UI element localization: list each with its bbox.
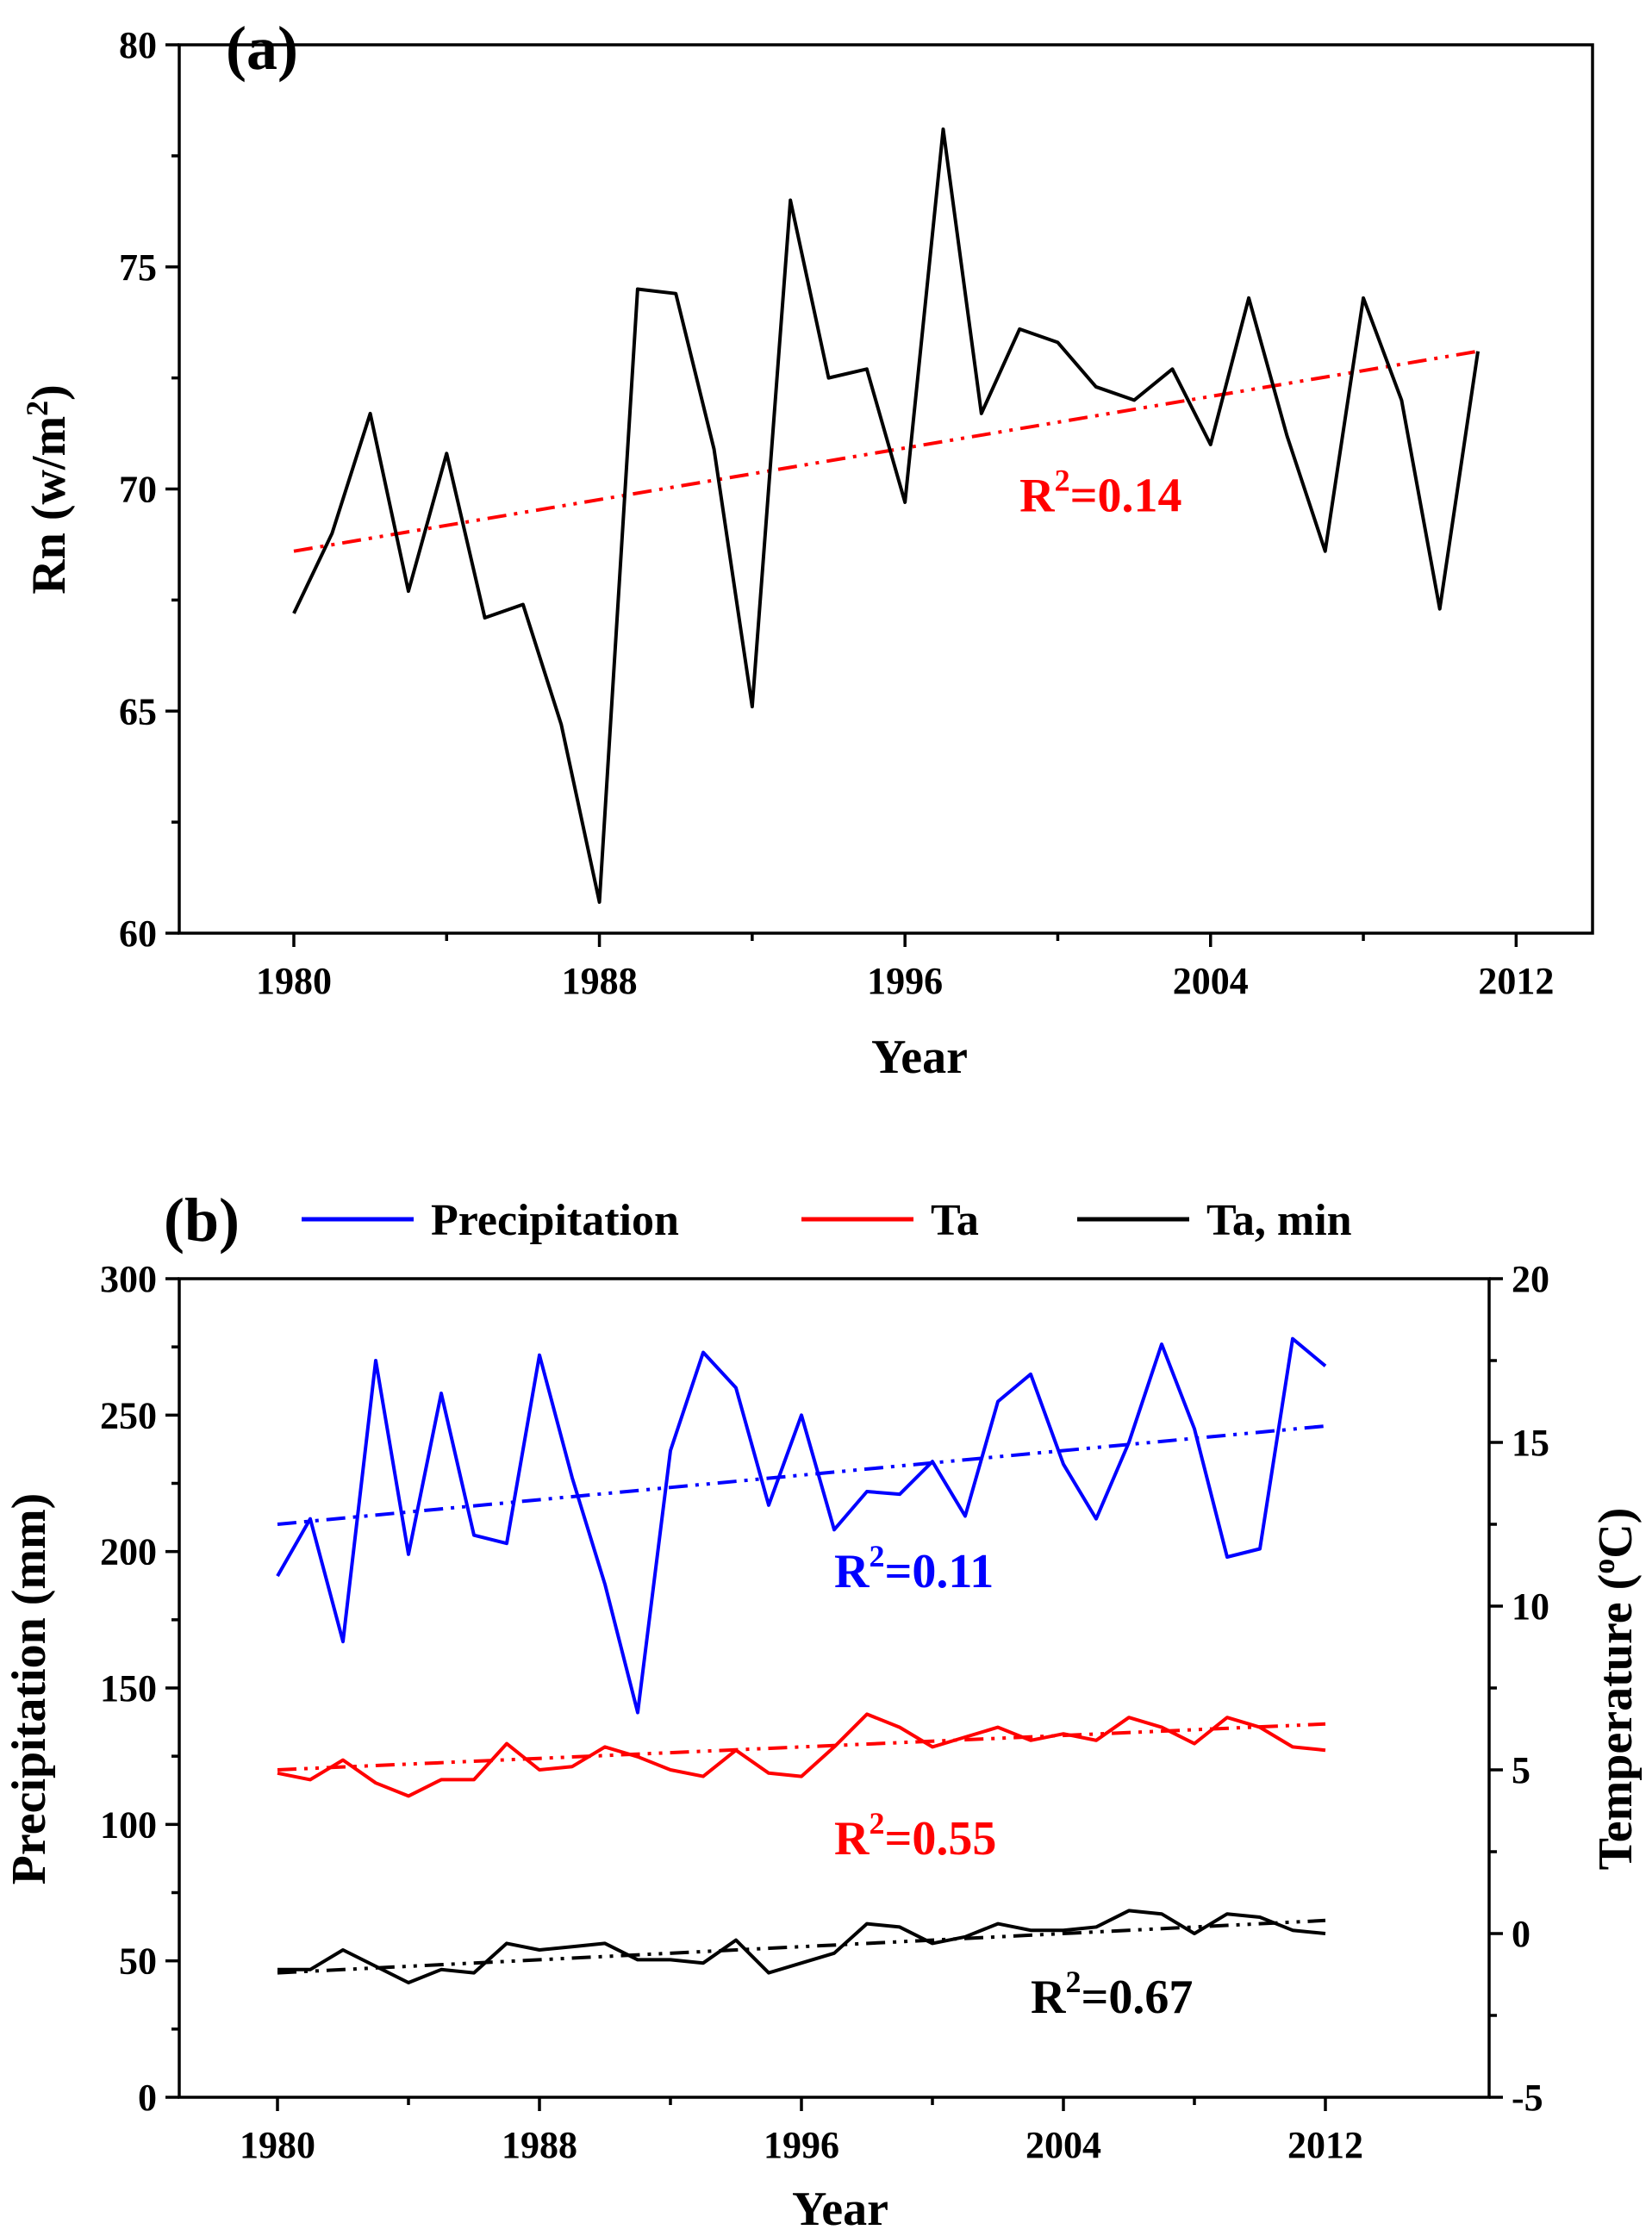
panel-a-y-tick-label-60: 60 [119,912,157,955]
panel-b-right-y-axis-label: Temperature (oC) [1587,1508,1643,1871]
panel-a-x-tick-label-2012: 2012 [1478,960,1554,1002]
panel-b-left-y-tick-label-250: 250 [100,1394,157,1436]
panel-b-legend-label-ta: Ta [931,1196,979,1245]
panel-b-series [276,1336,1327,1984]
panel-b-r2-annotations: R2=0.11 R2=0.55 R2=0.67 [834,1539,1193,2024]
panel-a-y-axis-label: Rn (w/m2) [20,384,76,595]
panel-b-x-tick-label-1980: 1980 [240,2124,315,2166]
panel-b-left-y-tick-label-50: 50 [119,1940,157,1983]
panel-b-x-tick-label-1988: 1988 [502,2124,577,2166]
panel-b-ta-min-series-line [277,1909,1326,1984]
panel-a-x-tick-label-1996: 1996 [867,960,943,1002]
panel-b-r2-annotation-1: R2=0.55 [834,1806,996,1865]
panel-a-y-tick-label-65: 65 [119,690,157,732]
panel-b-left-y-tick-label-300: 300 [100,1258,157,1300]
panel-a-series [292,127,1481,904]
panel-a-plot-frame [178,43,1594,935]
panel-b-x-axis-label: Year [792,2183,888,2236]
panel-b-x-tick-label-2004: 2004 [1025,2124,1101,2166]
panel-a-x-ticks: 1980 1988 1996 2004 2012 [256,933,1554,1002]
panel-b-ta-trend-line [277,1722,1326,1772]
panel-a-label: (a) [226,14,298,83]
panel-b-legend-label-precipitation: Precipitation [431,1196,679,1245]
panel-a-y-tick-label-80: 80 [119,24,157,66]
panel-a-y-ticks: 60 65 70 75 80 [119,24,179,955]
panel-b-right-y-tick-label--5: -5 [1512,2077,1543,2119]
panel-b-precipitation-series-line [276,1336,1327,1715]
panel-a-rn-chart: 1980 1988 1996 2004 2012 60 65 70 75 80 (a) Year… [20,14,1594,1084]
panel-a-y-tick-label-75: 75 [119,246,157,289]
panel-b-plot-frame [178,1277,1491,2099]
panel-b-left-y-tick-label-0: 0 [138,2077,157,2119]
panel-b-ta-series-line [277,1712,1326,1798]
panel-b-left-y-tick-label-200: 200 [100,1531,157,1573]
panel-a-r2-annotation: R2=0.14 [1019,463,1181,522]
panel-a-y-tick-label-70: 70 [119,469,157,511]
panel-b-right-y-tick-label-0: 0 [1512,1913,1530,1955]
panel-b-right-y-tick-label-10: 10 [1512,1585,1549,1628]
panel-b-right-y-tick-label-5: 5 [1512,1749,1530,1791]
panel-b-label: (b) [164,1186,240,1255]
panel-a-x-axis-label: Year [871,1031,968,1084]
panel-b-precipitation-trend-line [277,1424,1326,1526]
panel-b-legend: Precipitation Ta Ta, min [302,1196,1352,1245]
panel-b-r2-annotation-2: R2=0.67 [1031,1965,1193,2024]
panel-b-r2-annotation-0: R2=0.11 [834,1539,994,1598]
panel-b-x-tick-label-1996: 1996 [764,2124,839,2166]
panel-b-legend-label-ta-min: Ta, min [1206,1196,1352,1245]
panel-b-x-tick-label-2012: 2012 [1287,2124,1363,2166]
panel-a-x-tick-label-2004: 2004 [1173,960,1249,1002]
panel-a-rn-series-line [292,127,1481,904]
panel-b-right-y-tick-label-15: 15 [1512,1422,1549,1464]
panel-b-x-ticks: 1980 1988 1996 2004 2012 [240,2097,1363,2166]
panel-b-left-y-tick-label-150: 150 [100,1667,157,1710]
panel-b-right-y-tick-label-20: 20 [1512,1258,1549,1300]
panel-a-trend-line [293,349,1479,553]
panel-b-climate-chart: 1980 1988 1996 2004 2012 050100150200250300 … [3,1186,1643,2236]
panel-b-ta-min-trend-line [277,1918,1326,1975]
panel-b-right-y-ticks: -5 0 5 10 15 20 [1489,1258,1549,2119]
panel-b-left-y-ticks: 0 50 100 150 200 250 300 [100,1258,179,2119]
panel-b-left-y-axis-label: Precipitation (mm) [3,1493,56,1885]
panel-a-x-tick-label-1980: 1980 [256,960,332,1002]
panel-a-x-tick-label-1988: 1988 [562,960,638,1002]
panel-b-left-y-tick-label-100: 100 [100,1803,157,1846]
